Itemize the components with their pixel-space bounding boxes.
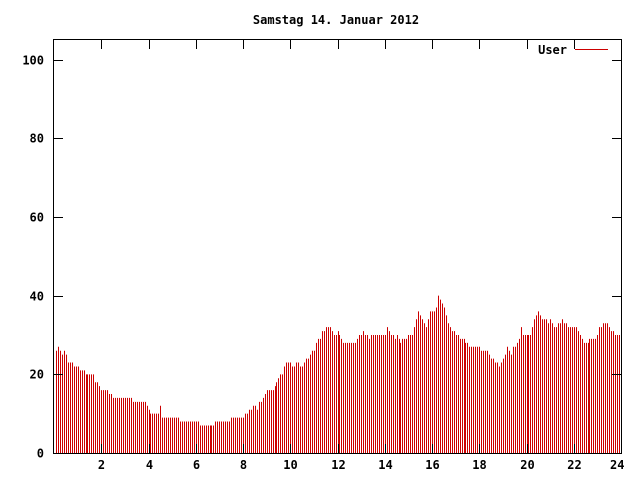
x-tick-label: 20 bbox=[520, 458, 534, 472]
y-tick-label: 80 bbox=[30, 132, 44, 146]
y-tick-label: 0 bbox=[37, 447, 44, 461]
y-axis-ticks: 0 20 40 60 80 100 bbox=[22, 54, 621, 461]
plot-frame bbox=[53, 39, 622, 454]
x-tick-label: 4 bbox=[146, 458, 153, 472]
x-tick-label: 8 bbox=[240, 458, 247, 472]
x-tick-label: 12 bbox=[331, 458, 345, 472]
x-tick-label: 14 bbox=[378, 458, 392, 472]
x-tick-label: 10 bbox=[283, 458, 297, 472]
x-tick-label: 22 bbox=[567, 458, 581, 472]
chart-title: Samstag 14. Januar 2012 bbox=[253, 13, 419, 27]
x-tick-label: 16 bbox=[425, 458, 439, 472]
legend: User bbox=[538, 43, 608, 57]
bars bbox=[56, 295, 622, 453]
x-tick-label: 24 bbox=[610, 458, 624, 472]
y-tick-label: 20 bbox=[30, 368, 44, 382]
legend-label: User bbox=[538, 43, 567, 57]
x-tick-label: 6 bbox=[193, 458, 200, 472]
x-axis-ticks: 2 4 6 8 10 12 14 16 18 20 22 24 bbox=[98, 40, 625, 472]
y-tick-label: 60 bbox=[30, 211, 44, 225]
y-tick-label: 100 bbox=[22, 54, 44, 68]
y-tick-label: 40 bbox=[30, 290, 44, 304]
x-tick-label: 18 bbox=[472, 458, 486, 472]
x-tick-label: 2 bbox=[98, 458, 105, 472]
